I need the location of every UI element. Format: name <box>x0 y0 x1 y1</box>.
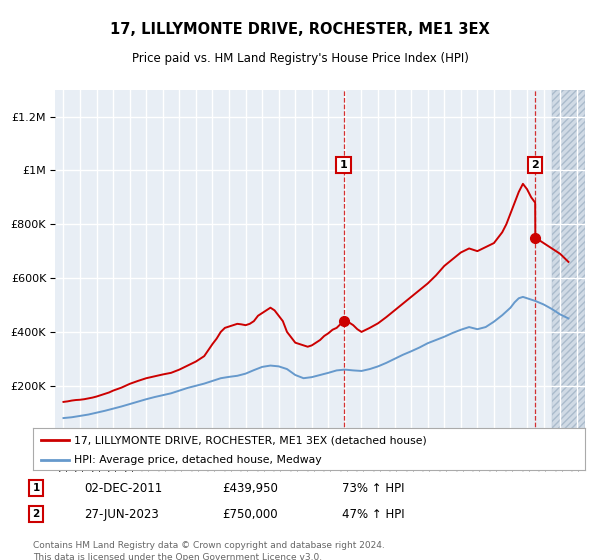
Text: £750,000: £750,000 <box>222 507 278 521</box>
Text: 2: 2 <box>32 509 40 519</box>
Text: 27-JUN-2023: 27-JUN-2023 <box>84 507 159 521</box>
Bar <box>552 90 585 440</box>
Text: 2: 2 <box>531 160 539 170</box>
Text: HPI: Average price, detached house, Medway: HPI: Average price, detached house, Medw… <box>74 455 322 465</box>
Text: 17, LILLYMONTE DRIVE, ROCHESTER, ME1 3EX (detached house): 17, LILLYMONTE DRIVE, ROCHESTER, ME1 3EX… <box>74 435 427 445</box>
Bar <box>552 90 585 440</box>
Text: 47% ↑ HPI: 47% ↑ HPI <box>342 507 404 521</box>
Text: 1: 1 <box>340 160 347 170</box>
Text: Contains HM Land Registry data © Crown copyright and database right 2024.
This d: Contains HM Land Registry data © Crown c… <box>33 541 385 560</box>
Text: 02-DEC-2011: 02-DEC-2011 <box>84 482 162 495</box>
Text: 17, LILLYMONTE DRIVE, ROCHESTER, ME1 3EX: 17, LILLYMONTE DRIVE, ROCHESTER, ME1 3EX <box>110 22 490 38</box>
Text: 1: 1 <box>32 483 40 493</box>
Text: £439,950: £439,950 <box>222 482 278 495</box>
Text: 73% ↑ HPI: 73% ↑ HPI <box>342 482 404 495</box>
Text: Price paid vs. HM Land Registry's House Price Index (HPI): Price paid vs. HM Land Registry's House … <box>131 52 469 64</box>
